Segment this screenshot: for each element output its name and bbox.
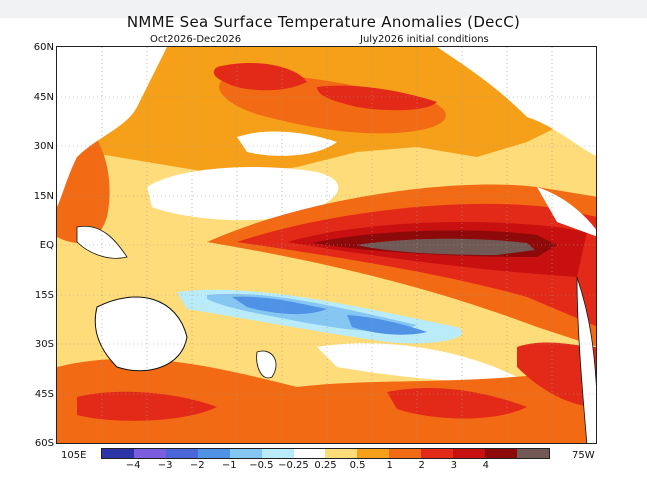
top-bar (0, 0, 647, 18)
lat-label: EQ (39, 240, 54, 251)
south-cool-min (232, 296, 327, 315)
colorbar-swatch (325, 449, 358, 458)
south-neutral (317, 343, 517, 382)
initial-conditions: July2026 initial conditions (360, 34, 489, 45)
north-america-landmass (437, 47, 596, 156)
colorbar-swatch (229, 449, 262, 458)
colorbar-labels: −4 −3 −2 −1 −0.5 −0.25 0.25 0.5 1 2 3 4 (101, 460, 550, 474)
maritime-continent-landmass (76, 225, 128, 259)
colorbar (101, 448, 550, 459)
colorbar-swatch (165, 449, 198, 458)
colorbar-swatch (197, 449, 230, 458)
new-zealand-landmass (256, 350, 277, 379)
colorbar-tick-label: 4 (482, 460, 490, 471)
subtropic-neutral (147, 167, 339, 221)
colorbar-tick-label: −3 (157, 460, 173, 471)
lat-label: 45S (34, 389, 54, 400)
lat-label: 45N (33, 92, 54, 103)
colorbar-swatch (516, 449, 549, 458)
colorbar-tick-label: −2 (189, 460, 205, 471)
north-pacific-hot-2 (317, 85, 437, 111)
forecast-period: Oct2026-Dec2026 (150, 34, 242, 45)
southern-ocean-hot (77, 391, 217, 421)
lat-label: 30N (33, 141, 54, 152)
lat-label: 30S (34, 339, 54, 350)
colorbar-swatch (421, 449, 454, 458)
colorbar-tick-label: 0.25 (314, 460, 337, 471)
asia-landmass (57, 47, 167, 207)
neutral-patch (237, 131, 337, 156)
south-america-landmass (576, 276, 596, 443)
lat-label: 15S (34, 290, 54, 301)
chile-coast-hot (517, 342, 596, 407)
lat-label: 60S (34, 438, 54, 449)
map-title: NMME Sea Surface Temperature Anomalies (… (126, 13, 521, 31)
sst-anomaly-map (56, 46, 597, 444)
colorbar-swatch (357, 449, 390, 458)
colorbar-tick-label: −4 (125, 460, 141, 471)
southern-ocean-hot-2 (387, 387, 527, 419)
australia-landmass (94, 296, 188, 372)
colorbar-swatch (389, 449, 422, 458)
lat-label: 60N (33, 42, 54, 53)
colorbar-tick-label: −0.25 (278, 460, 309, 471)
colorbar-swatch (133, 449, 166, 458)
colorbar-tick-label: 0.5 (349, 460, 366, 471)
colorbar-swatch (485, 449, 517, 458)
colorbar-swatch (102, 449, 134, 458)
lon-label-west: 105E (61, 450, 87, 461)
lat-label: 15N (33, 191, 54, 202)
colorbar-tick-label: −1 (221, 460, 237, 471)
lon-label-east: 75W (572, 450, 595, 461)
colorbar-tick-label: 2 (418, 460, 425, 471)
colorbar-tick-label: 3 (450, 460, 457, 471)
colorbar-tick-label: −0.5 (249, 460, 274, 471)
colorbar-tick-label: 1 (386, 460, 393, 471)
colorbar-swatch (293, 449, 326, 458)
colorbar-swatch (453, 449, 486, 458)
south-cool-min-2 (347, 315, 427, 335)
colorbar-swatch (261, 449, 294, 458)
warm-tongue-max (357, 238, 535, 255)
